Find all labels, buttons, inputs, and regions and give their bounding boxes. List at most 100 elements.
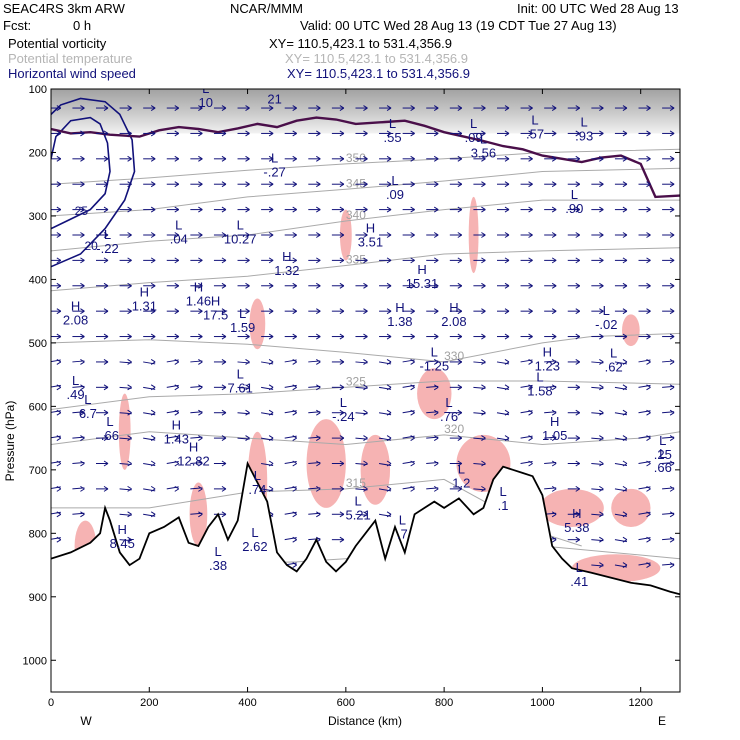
extremum-type: H [543, 344, 552, 359]
wind-arrowhead [528, 105, 533, 111]
extremum-type: H [282, 249, 291, 264]
wind-arrowhead [198, 155, 203, 162]
wind-arrowhead [103, 308, 109, 315]
wind-arrowhead [245, 308, 250, 315]
extremum-value: 1.46 [186, 294, 211, 309]
wind-arrowhead [386, 511, 392, 518]
extremum-value: 10.27 [224, 231, 257, 246]
x-tick-label: 1000 [530, 697, 554, 709]
wind-arrowhead [622, 333, 628, 340]
extremum-value: -1.25 [419, 358, 449, 373]
wind-arrowhead [551, 105, 557, 111]
wind-arrowhead [292, 257, 297, 264]
extremum-value: .66 [101, 428, 119, 443]
extremum-value: 1.31 [132, 299, 157, 314]
wind-arrowhead [622, 130, 628, 137]
wind-arrowhead [528, 384, 533, 391]
extremum-type: L [659, 433, 666, 448]
wind-arrowhead [339, 384, 345, 391]
extremum-value: .7 [397, 526, 408, 541]
fcst-label: Fcst: [3, 18, 32, 33]
extremum-value: 6.7 [79, 406, 97, 421]
wind-arrowhead [127, 130, 132, 137]
pv-positive-patch [189, 482, 208, 547]
wind-arrowhead [103, 359, 109, 365]
wind-arrowhead [551, 206, 557, 213]
wind-arrowhead [268, 333, 274, 340]
wind-arrowhead [551, 435, 557, 442]
wind-arrowhead [457, 460, 463, 467]
wind-arrowhead [575, 460, 581, 467]
wind-arrowhead [646, 155, 651, 162]
wind-arrowhead [599, 105, 604, 111]
x-west-label: W [80, 714, 92, 728]
wind-arrowhead [528, 232, 533, 238]
wind-arrowhead [433, 485, 439, 492]
wind-arrowhead [198, 384, 203, 391]
wind-arrowhead [363, 485, 368, 492]
extremum-value: 1.23 [535, 358, 560, 373]
wind-arrowhead [174, 485, 180, 492]
wind-arrowhead [433, 409, 439, 416]
wind-arrowhead [174, 435, 180, 442]
wind-arrowhead [363, 105, 368, 111]
wind-arrowhead [410, 257, 415, 264]
wind-arrowhead [245, 105, 250, 111]
extremum-value: 17.5 [203, 308, 228, 323]
upper-shading [51, 89, 680, 134]
wind-arrowhead [339, 409, 345, 416]
extremum-value: 1.32 [274, 263, 299, 278]
wind-arrowhead [221, 384, 227, 391]
wind-arrowhead [504, 181, 510, 188]
y-tick-label: 700 [29, 465, 47, 477]
wind-arrowhead [504, 105, 510, 111]
wind-arrowhead [363, 511, 368, 518]
wind-arrowhead [622, 384, 628, 391]
extremum-type: H [172, 417, 181, 432]
wind-arrowhead [504, 155, 510, 162]
wind-arrowhead [339, 485, 345, 492]
extremum-type: L [499, 484, 506, 499]
wind-arrowhead [150, 435, 156, 442]
wind-arrowhead [80, 485, 85, 492]
pv-positive-patch [539, 488, 604, 527]
terrain-line [51, 460, 680, 596]
wind-arrowhead [481, 435, 486, 442]
wind-arrowhead [56, 308, 62, 315]
wind-arrowhead [245, 333, 250, 340]
wind-arrowhead [386, 130, 392, 137]
wind-arrowhead [410, 206, 415, 213]
wind-arrowhead [622, 409, 628, 416]
model-title: SEAC4RS 3km ARW [3, 1, 125, 16]
wind-arrowhead [646, 130, 651, 137]
wind-arrowhead [410, 155, 415, 162]
y-axis-label: Pressure (hPa) [3, 401, 17, 482]
y-tick-label: 1000 [23, 655, 47, 667]
wind-arrowhead [221, 105, 227, 111]
wind-arrowhead [457, 359, 463, 365]
wind-arrowhead [56, 409, 62, 416]
y-tick-label: 300 [29, 211, 47, 223]
wind-arrowhead [103, 409, 109, 416]
wind-arrowhead [599, 130, 604, 137]
field-pv-name: Potential vorticity [8, 36, 107, 51]
wind-arrowhead [56, 282, 62, 289]
wind-arrowhead [221, 308, 227, 315]
wind-arrowhead [221, 359, 227, 365]
wind-arrowhead [433, 206, 439, 213]
x-axis-label: Distance (km) [328, 714, 402, 728]
wind-arrowhead [292, 308, 297, 315]
wind-arrowhead [481, 460, 486, 467]
wind-arrowhead [386, 384, 392, 391]
wind-arrowhead [669, 232, 675, 238]
wind-arrowhead [481, 130, 486, 137]
wind-arrowhead [528, 257, 533, 264]
extremum-value: 15.31 [406, 276, 439, 291]
wind-arrowhead [103, 105, 109, 111]
wind-arrowhead [669, 511, 675, 518]
wind-arrowhead [245, 359, 250, 365]
extremum-type: L [659, 446, 666, 461]
extremum-value: .41 [570, 574, 588, 589]
wind-speed-contour-25 [51, 116, 111, 230]
extremum-type: H [395, 300, 404, 315]
